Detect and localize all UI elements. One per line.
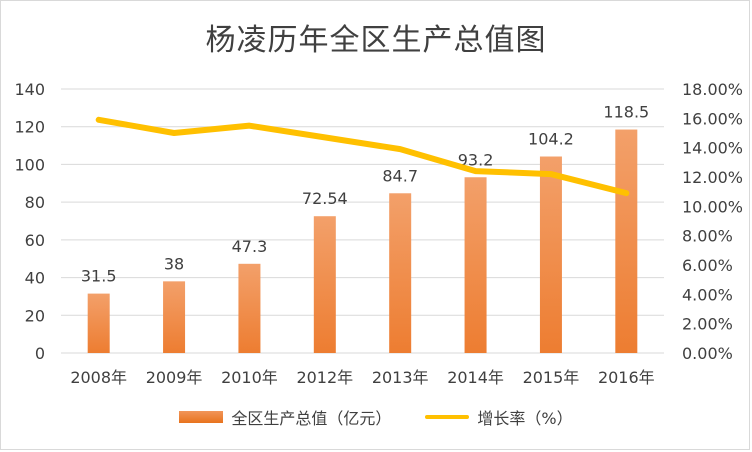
left-axis-tick: 140 [14, 80, 45, 99]
growth-rate-line [95, 116, 630, 197]
legend-swatch-line [425, 415, 470, 419]
growth-rate-point [399, 148, 401, 150]
right-axis-tick: 6.00% [682, 256, 733, 275]
bar-data-label: 38 [164, 254, 184, 273]
bar-data-label: 104.2 [528, 130, 574, 149]
growth-rate-point [550, 173, 552, 175]
left-axis-tick: 40 [25, 269, 45, 288]
x-axis-tick: 2012年 [296, 368, 353, 387]
right-axis-tick: 0.00% [682, 344, 733, 363]
left-axis-tick: 100 [14, 155, 45, 174]
chart-title: 杨凌历年全区生产总值图 [205, 23, 547, 58]
right-axis-tick: 14.00% [682, 139, 743, 158]
bar-data-label: 72.54 [302, 189, 348, 208]
legend-swatch-bar [179, 411, 224, 423]
bar [313, 216, 336, 353]
bar-data-label: 31.5 [81, 267, 117, 286]
bar [238, 263, 261, 353]
x-axis-tick: 2013年 [372, 368, 429, 387]
x-axis-tick: 2016年 [598, 368, 655, 387]
left-axis-tick: 0 [35, 344, 45, 363]
bar-data-label: 118.5 [603, 103, 649, 122]
legend-label-gdp: 全区生产总值（亿元） [231, 409, 392, 428]
legend-item-gdp: 全区生产总值（亿元） [179, 405, 391, 429]
left-axis-tick: 60 [25, 231, 45, 250]
bar-data-label: 47.3 [232, 237, 268, 256]
right-axis-tick: 12.00% [682, 168, 743, 187]
bar-data-label: 93.2 [458, 150, 494, 169]
left-axis-tick: 20 [25, 306, 45, 325]
bar-data-label: 84.7 [382, 166, 418, 185]
legend-label-growth: 增长率（%） [477, 409, 573, 428]
bar [87, 293, 110, 353]
bar [615, 129, 638, 353]
growth-rate-point [625, 192, 627, 194]
right-axis-tick: 2.00% [682, 315, 733, 334]
right-axis-tick: 8.00% [682, 227, 733, 246]
growth-rate-point [324, 136, 326, 138]
bar [539, 156, 562, 353]
growth-rate-point [475, 170, 477, 172]
x-axis-tick: 2008年 [70, 368, 127, 387]
chart-legend: 全区生产总值（亿元） 增长率（%） [1, 405, 751, 429]
right-axis-tick: 18.00% [682, 80, 743, 99]
bar [163, 281, 186, 353]
growth-rate-point [173, 132, 175, 134]
bar [464, 177, 487, 353]
right-axis-tick: 4.00% [682, 285, 733, 304]
right-axis-tick: 16.00% [682, 109, 743, 128]
left-axis-tick: 120 [14, 118, 45, 137]
x-axis-tick: 2014年 [447, 368, 504, 387]
x-axis-tick: 2010年 [221, 368, 278, 387]
growth-rate-point [98, 119, 100, 121]
x-axis-tick: 2015年 [523, 368, 580, 387]
x-axis-tick: 2009年 [146, 368, 203, 387]
legend-item-growth: 增长率（%） [425, 405, 573, 429]
bar [389, 193, 412, 353]
growth-rate-point [248, 125, 250, 127]
left-axis-tick: 80 [25, 193, 45, 212]
right-axis-tick: 10.00% [682, 197, 743, 216]
